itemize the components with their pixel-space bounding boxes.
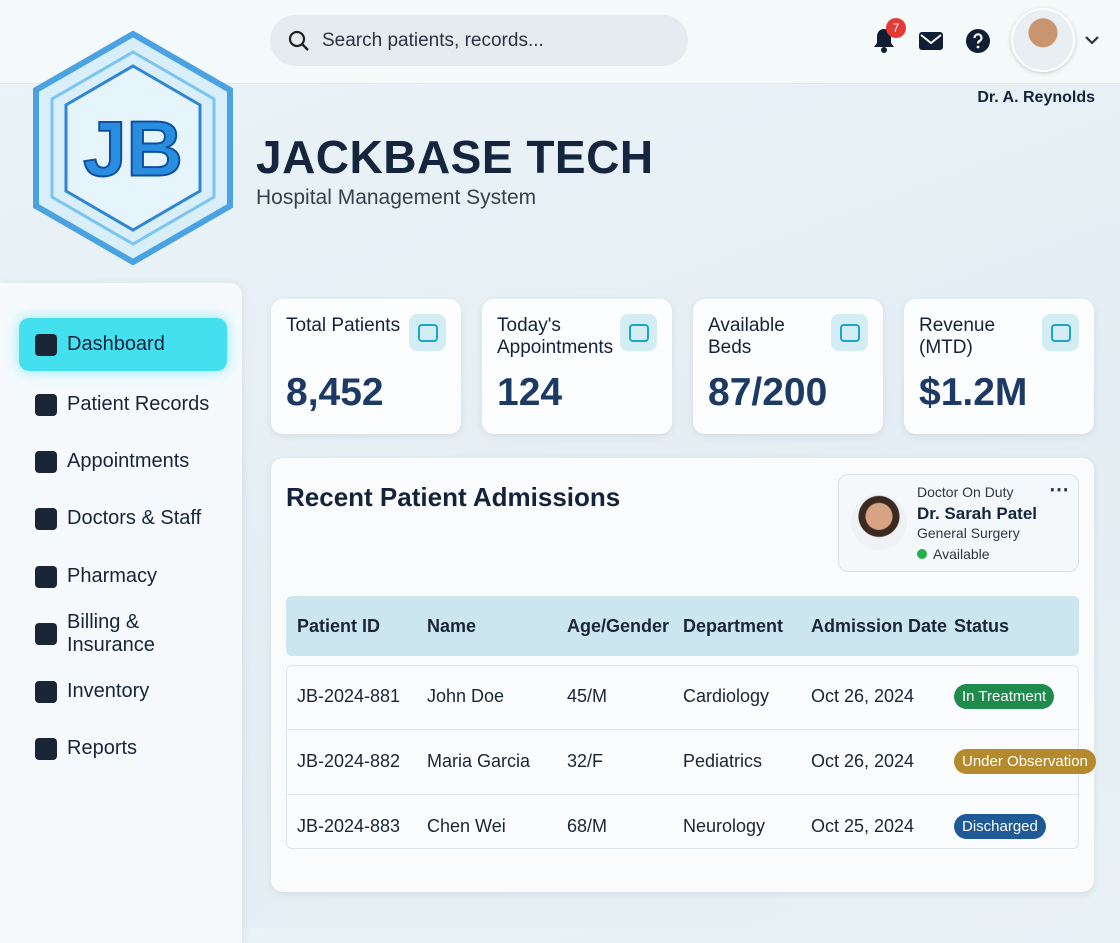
column-header: Admission Date (811, 616, 948, 636)
sidebar (0, 283, 242, 943)
nav-item[interactable]: Inventory (19, 665, 227, 718)
table-cell: Oct 26, 2024 (811, 751, 915, 771)
doctor-photo (851, 494, 907, 550)
table-cell: 68/M (567, 816, 608, 836)
nav-icon (35, 622, 57, 645)
nav-label: Pharmacy (67, 565, 158, 587)
stat-icon (620, 314, 657, 351)
nav-label: Dashboard (67, 333, 165, 355)
more-menu[interactable]: ⋯ (1049, 479, 1069, 501)
stat-icon-glyph (839, 323, 860, 342)
doctor-name: Dr. Sarah Patel (917, 504, 1038, 523)
nav-label: Appointments (67, 450, 190, 472)
search-icon (288, 30, 309, 51)
stat-icon-glyph (417, 323, 438, 342)
user-name: Dr. A. Reynolds (977, 89, 1095, 106)
nav-icon (35, 450, 57, 473)
stat-label: Today's Appointments (497, 315, 614, 358)
stat-value: 8,452 (286, 371, 384, 414)
stat-icon (409, 314, 446, 351)
table-cell: Cardiology (683, 686, 770, 706)
stat-card: Revenue (MTD) $1.2M (904, 299, 1094, 434)
stat-card: Today's Appointments 124 (482, 299, 672, 434)
table-cell: Chen Wei (427, 816, 506, 836)
user-avatar[interactable] (1011, 8, 1075, 72)
brand-logo: JB (33, 30, 233, 266)
doctor-department: General Surgery (917, 525, 1020, 541)
status-pill: Discharged (954, 814, 1046, 839)
table-cell: 32/F (567, 751, 604, 771)
row-divider (287, 794, 1078, 795)
nav-item[interactable]: Pharmacy (19, 550, 227, 603)
help-icon[interactable] (965, 28, 991, 54)
stat-icon (831, 314, 868, 351)
table-header (286, 596, 1079, 656)
table-cell: John Doe (427, 686, 505, 706)
mail-icon[interactable] (918, 30, 944, 52)
doctor-status: Available (917, 546, 990, 562)
nav-icon (35, 680, 57, 703)
column-header: Department (683, 616, 784, 636)
stat-label: Total Patients (286, 315, 401, 336)
table-cell: JB-2024-883 (297, 816, 401, 836)
table-body (286, 665, 1079, 849)
table-cell: JB-2024-881 (297, 686, 401, 706)
search-box[interactable]: Search patients, records... (270, 15, 688, 66)
brand-subtitle: Hospital Management System (256, 186, 537, 209)
nav-label: Inventory (67, 680, 150, 702)
doctor-status-text: Available (933, 546, 990, 562)
column-header: Name (427, 616, 477, 636)
nav-label: Reports (67, 737, 138, 759)
table-cell: Pediatrics (683, 751, 763, 771)
stat-label: Available Beds (708, 315, 785, 358)
nav-item[interactable]: Billing & Insurance (19, 607, 227, 660)
doctor-card: Doctor On Duty Dr. Sarah Patel General S… (838, 474, 1079, 572)
stat-value: 87/200 (708, 371, 828, 414)
stat-icon-glyph (1050, 323, 1071, 342)
nav-label: Doctors & Staff (67, 507, 202, 529)
column-header: Status (954, 616, 1010, 636)
table-cell: Oct 26, 2024 (811, 686, 915, 706)
row-divider (287, 729, 1078, 730)
doctor-heading: Doctor On Duty (917, 484, 1014, 500)
table-cell: Oct 25, 2024 (811, 816, 915, 836)
status-pill: In Treatment (954, 684, 1055, 709)
stat-card: Available Beds 87/200 (693, 299, 883, 434)
nav-item[interactable]: Doctors & Staff (19, 492, 227, 545)
nav-icon (35, 393, 57, 416)
nav-item[interactable]: Appointments (19, 435, 227, 488)
nav-label: Patient Records (67, 393, 210, 415)
stat-value: $1.2M (919, 371, 1028, 414)
status-pill: Under Observation (954, 749, 1096, 774)
nav-item[interactable]: Dashboard (19, 318, 227, 371)
table-cell: 45/M (567, 686, 608, 706)
brand-title: JACKBASE TECH (256, 131, 654, 183)
admissions-title: Recent Patient Admissions (286, 482, 621, 512)
nav-icon (35, 565, 57, 588)
table-cell: Neurology (683, 816, 766, 836)
status-dot (917, 549, 927, 559)
nav-item[interactable]: Reports (19, 722, 227, 775)
stat-value: 124 (497, 371, 563, 414)
nav-icon (35, 737, 57, 760)
notification-badge: 7 (886, 18, 906, 38)
stat-icon-glyph (628, 323, 649, 342)
stat-icon (1042, 314, 1079, 351)
table-cell: Maria Garcia (427, 751, 531, 771)
nav-icon (35, 333, 57, 356)
search-placeholder: Search patients, records... (322, 29, 544, 51)
nav-label: Billing & Insurance (67, 610, 155, 656)
column-header: Patient ID (297, 616, 381, 636)
user-menu-chevron[interactable] (1084, 34, 1100, 46)
nav-item[interactable]: Patient Records (19, 378, 227, 431)
nav-icon (35, 507, 57, 530)
stat-card: Total Patients 8,452 (271, 299, 461, 434)
table-cell: JB-2024-882 (297, 751, 401, 771)
column-header: Age/Gender (567, 616, 670, 636)
stat-label: Revenue (MTD) (919, 315, 996, 358)
logo-text: JB (83, 105, 183, 193)
